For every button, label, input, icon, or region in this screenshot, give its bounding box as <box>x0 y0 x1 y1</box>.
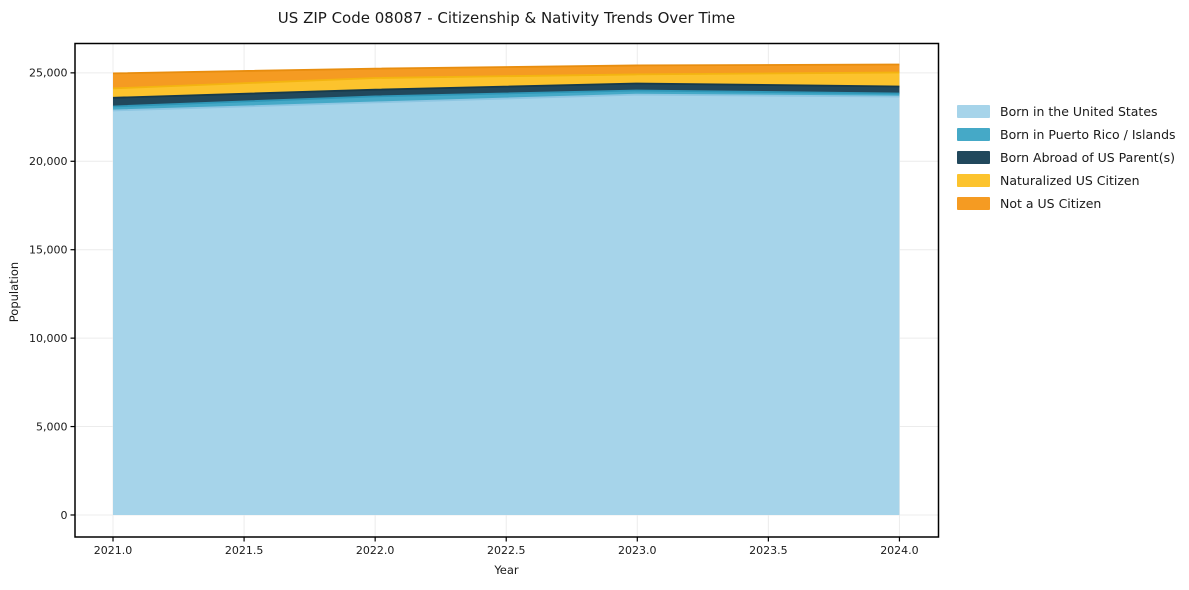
x-tick-label: 2024.0 <box>880 544 919 557</box>
legend-swatch <box>957 128 990 141</box>
legend-item: Born in Puerto Rico / Islands <box>957 123 1176 146</box>
series-edge-line <box>112 63 900 75</box>
x-tick-label: 2022.0 <box>356 544 395 557</box>
y-tick-label: 0 <box>61 509 68 522</box>
legend-swatch <box>957 197 990 210</box>
legend-label: Naturalized US Citizen <box>1000 173 1140 188</box>
series-edge-line <box>112 82 900 99</box>
x-tick-label: 2021.0 <box>94 544 133 557</box>
x-tick-label: 2022.5 <box>487 544 526 557</box>
series-edge-line <box>112 71 900 90</box>
legend: Born in the United States Born in Puerto … <box>957 100 1176 215</box>
y-tick-label: 5,000 <box>36 420 68 433</box>
legend-swatch <box>957 151 990 164</box>
y-tick-label: 25,000 <box>29 67 68 80</box>
legend-label: Born in the United States <box>1000 104 1158 119</box>
legend-item: Not a US Citizen <box>957 192 1176 215</box>
legend-label: Born in Puerto Rico / Islands <box>1000 127 1176 142</box>
series-edge-line <box>112 89 900 108</box>
series-edge-line <box>112 93 900 112</box>
legend-item: Naturalized US Citizen <box>957 169 1176 192</box>
x-tick-label: 2023.5 <box>749 544 788 557</box>
x-tick-label: 2021.5 <box>225 544 264 557</box>
x-axis-label: Year <box>494 563 519 577</box>
y-tick-label: 10,000 <box>29 332 68 345</box>
legend-item: Born in the United States <box>957 100 1176 123</box>
chart-title: US ZIP Code 08087 - Citizenship & Nativi… <box>277 9 736 27</box>
area-series <box>113 83 900 107</box>
legend-item: Born Abroad of US Parent(s) <box>957 146 1176 169</box>
y-tick-label: 15,000 <box>29 244 68 257</box>
area-series <box>113 94 900 515</box>
legend-swatch <box>957 105 990 118</box>
y-tick-label: 20,000 <box>29 155 68 168</box>
legend-swatch <box>957 174 990 187</box>
x-tick-label: 2023.0 <box>618 544 657 557</box>
legend-label: Born Abroad of US Parent(s) <box>1000 150 1175 165</box>
legend-label: Not a US Citizen <box>1000 196 1102 211</box>
